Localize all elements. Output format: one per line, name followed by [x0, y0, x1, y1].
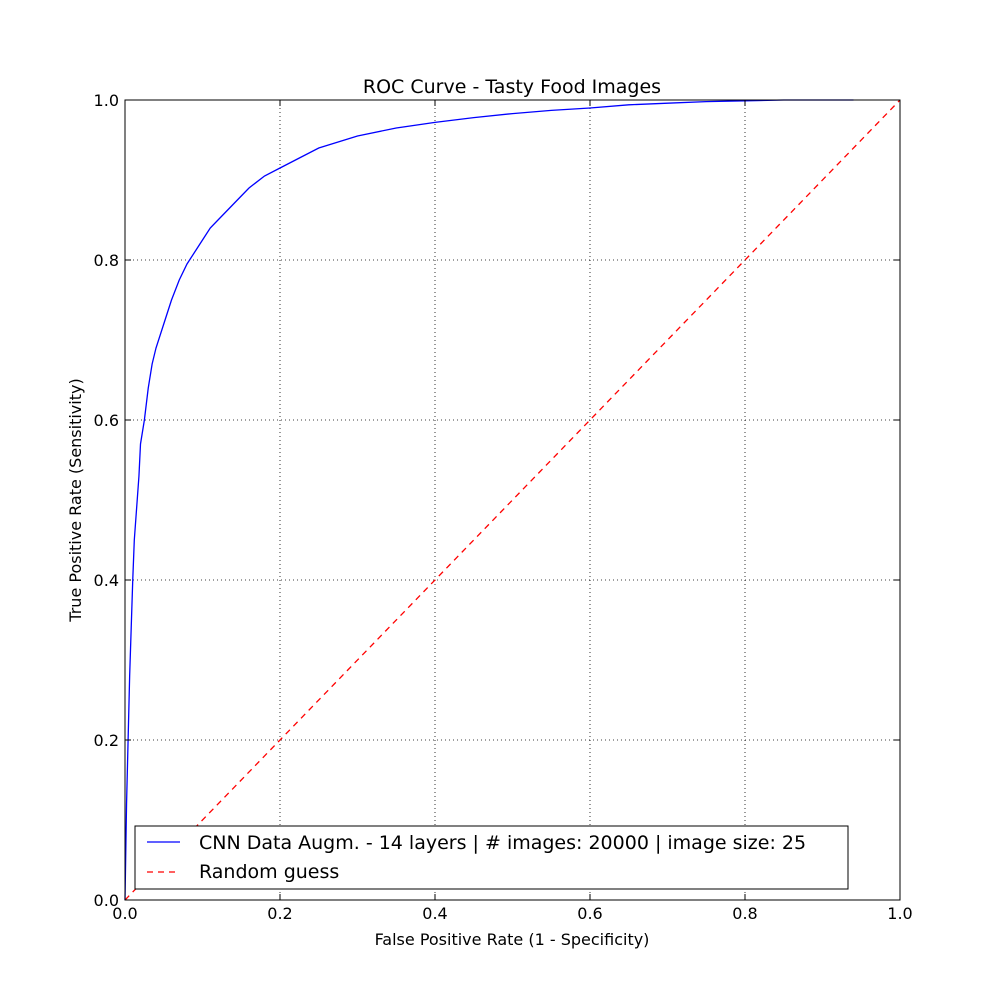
y-tick-label: 0.2: [94, 731, 119, 750]
x-tick-label: 0.8: [732, 904, 757, 923]
legend: CNN Data Augm. - 14 layers | # images: 2…: [134, 825, 849, 890]
y-tick-label: 0.4: [94, 571, 119, 590]
legend-box: [134, 825, 849, 890]
ticks: 0.0 0.2 0.4 0.6 0.8 1.0 0.0 0.2 0.4 0.6 0.8 1.0: [94, 91, 913, 923]
roc-curve-line: [124, 99, 854, 901]
legend-label-random-guess: Random guess: [199, 861, 339, 883]
y-tick-label: 1.0: [94, 91, 119, 110]
y-tick-label: 0.0: [94, 891, 119, 910]
legend-label-roc: CNN Data Augm. - 14 layers | # images: 2…: [199, 832, 806, 854]
random-guess-line: [124, 99, 901, 901]
series-layer: [124, 99, 901, 901]
plot-frame: [124, 99, 901, 901]
x-tick-label: 0.2: [267, 904, 292, 923]
x-tick-label: 0.0: [112, 904, 137, 923]
y-tick-label: 0.6: [94, 411, 119, 430]
x-tick-label: 1.0: [887, 904, 912, 923]
x-axis-title: False Positive Rate (1 - Specificity): [375, 930, 650, 949]
x-tick-label: 0.4: [422, 904, 447, 923]
chart-title: ROC Curve - Tasty Food Images: [363, 76, 661, 98]
x-tick-label: 0.6: [577, 904, 602, 923]
y-axis-title: True Positive Rate (Sensitivity): [66, 378, 85, 622]
y-tick-label: 0.8: [94, 251, 119, 270]
